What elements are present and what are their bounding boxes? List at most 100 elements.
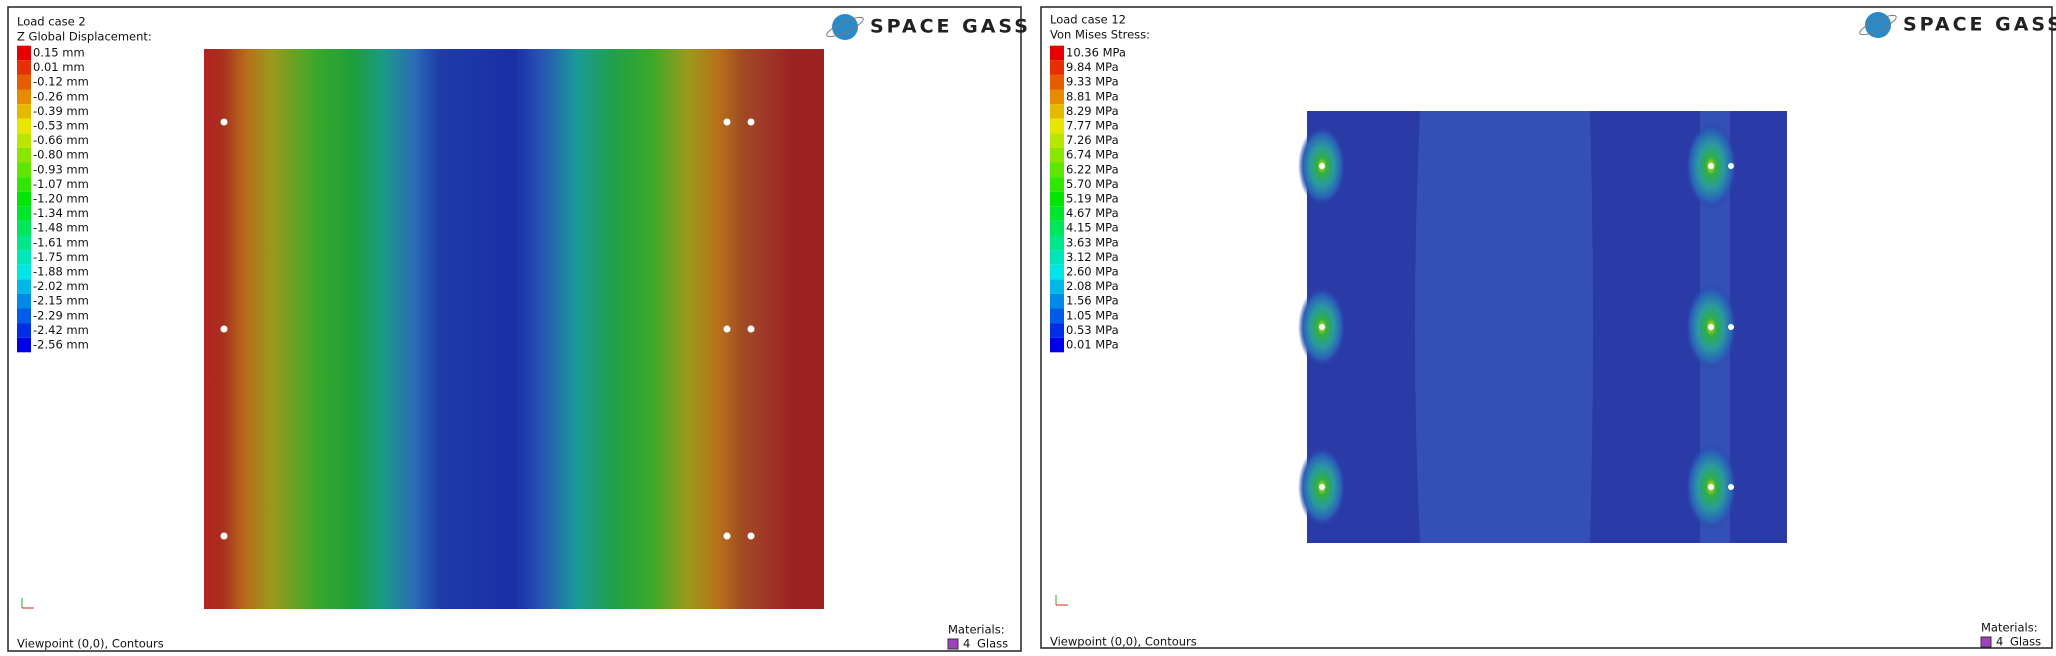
support-points: [1319, 163, 1734, 490]
legend-swatch: [17, 104, 31, 119]
legend-label: -0.66 mm: [33, 133, 89, 147]
logo-icon: [826, 14, 864, 40]
panel-border: [7, 6, 1022, 652]
logo-text: SPACE GASS: [870, 16, 1031, 38]
legend-label: 3.63 MPa: [1066, 235, 1119, 249]
legend-label: 0.53 MPa: [1066, 323, 1119, 337]
load-case: Load case 2: [17, 15, 86, 29]
legend-swatch: [1050, 74, 1064, 90]
legend-swatch: [1050, 308, 1064, 324]
legend-swatch: [17, 177, 31, 192]
logo-icon: [1859, 12, 1897, 38]
legend-label: -1.61 mm: [33, 235, 89, 249]
result-label: Z Global Displacement:: [17, 30, 152, 44]
legend-swatch: [1050, 162, 1064, 178]
legend-label: 8.29 MPa: [1066, 104, 1119, 118]
legend-swatch: [17, 323, 31, 338]
legend-swatch: [1050, 60, 1064, 75]
legend-swatch: [17, 89, 31, 105]
legend-swatch: [17, 162, 31, 178]
legend-label: -0.93 mm: [33, 162, 89, 176]
legend-label: -1.07 mm: [33, 177, 89, 191]
material-swatch: [1980, 636, 1992, 648]
legend-swatch: [17, 337, 31, 353]
support-points: [220, 118, 755, 540]
legend-swatch: [1050, 206, 1064, 221]
legend-label: 7.77 MPa: [1066, 119, 1119, 133]
legend-swatch: [1050, 279, 1064, 294]
result-label: Von Mises Stress:: [1050, 28, 1150, 42]
legend-label: 7.26 MPa: [1066, 133, 1119, 147]
material-name: Glass: [2010, 635, 2041, 649]
legend-swatch: [1050, 191, 1064, 207]
legend-swatch: [17, 133, 31, 148]
legend-label: -1.75 mm: [33, 250, 89, 264]
legend-label: 0.01 MPa: [1066, 338, 1119, 352]
legend-label: -0.39 mm: [33, 104, 89, 118]
legend-label: 1.05 MPa: [1066, 308, 1119, 322]
panel-border: [1040, 6, 2053, 649]
legend-swatch: [17, 293, 31, 309]
legend-label: -2.29 mm: [33, 308, 89, 322]
load-case: Load case 12: [1050, 13, 1126, 27]
legend-label: 4.67 MPa: [1066, 206, 1119, 220]
legend-swatch: [1050, 220, 1064, 236]
legend-swatch: [1050, 250, 1064, 265]
legend-swatch: [1050, 45, 1064, 61]
material-id: 4: [1996, 635, 2003, 649]
legend-swatch: [17, 118, 31, 134]
legend-swatch: [17, 308, 31, 324]
legend-label: 3.12 MPa: [1066, 250, 1119, 264]
legend-label: -1.34 mm: [33, 206, 89, 220]
legend-swatch: [17, 250, 31, 265]
legend-swatch: [17, 279, 31, 294]
contour-plate: [204, 49, 824, 609]
legend-label: 8.81 MPa: [1066, 89, 1119, 103]
legend-swatch: [1050, 89, 1064, 105]
legend-swatch: [1050, 235, 1064, 251]
legend-label: -2.02 mm: [33, 279, 89, 293]
legend-label: 0.15 mm: [33, 46, 85, 60]
legend-label: -1.88 mm: [33, 265, 89, 279]
legend-label: -2.56 mm: [33, 338, 89, 352]
contour-plate: [1298, 111, 1787, 543]
legend-label: -1.20 mm: [33, 192, 89, 206]
viewpoint: Viewpoint (0,0), Contours: [17, 637, 164, 651]
materials-title: Materials:: [948, 623, 1005, 637]
legend-label: 1.56 MPa: [1066, 294, 1119, 308]
legend-swatch: [17, 191, 31, 207]
legend-swatch: [17, 60, 31, 75]
legend-label: -0.53 mm: [33, 119, 89, 133]
legend-swatch: [1050, 177, 1064, 192]
legend-label: 6.22 MPa: [1066, 162, 1119, 176]
legend-swatch: [17, 147, 31, 163]
legend-swatch: [17, 235, 31, 251]
logo-text: SPACE GASS: [1903, 14, 2056, 36]
legend-label: 4.15 MPa: [1066, 221, 1119, 235]
legend-label: -1.48 mm: [33, 221, 89, 235]
legend-swatch: [1050, 118, 1064, 134]
legend-swatch: [1050, 147, 1064, 163]
legend-label: 9.84 MPa: [1066, 60, 1119, 74]
legend-label: 9.33 MPa: [1066, 75, 1119, 89]
materials-title: Materials:: [1981, 621, 2038, 635]
legend-swatch: [1050, 133, 1064, 148]
legend-swatch: [1050, 264, 1064, 280]
legend-swatch: [17, 206, 31, 221]
legend-label: 2.08 MPa: [1066, 279, 1119, 293]
legend-swatch: [17, 220, 31, 236]
legend-label: -2.15 mm: [33, 294, 89, 308]
viewpoint: Viewpoint (0,0), Contours: [1050, 635, 1197, 649]
legend-swatch: [1050, 337, 1064, 353]
legend-label: -0.26 mm: [33, 89, 89, 103]
legend-label: 10.36 MPa: [1066, 46, 1126, 60]
axis-icon: [1055, 595, 1068, 606]
legend-swatch: [1050, 104, 1064, 119]
legend-label: -2.42 mm: [33, 323, 89, 337]
legend-label: -0.12 mm: [33, 75, 89, 89]
material-swatch: [947, 638, 959, 650]
legend-swatch: [1050, 293, 1064, 309]
legend-label: 5.70 MPa: [1066, 177, 1119, 191]
legend-label: -0.80 mm: [33, 148, 89, 162]
legend-label: 6.74 MPa: [1066, 148, 1119, 162]
